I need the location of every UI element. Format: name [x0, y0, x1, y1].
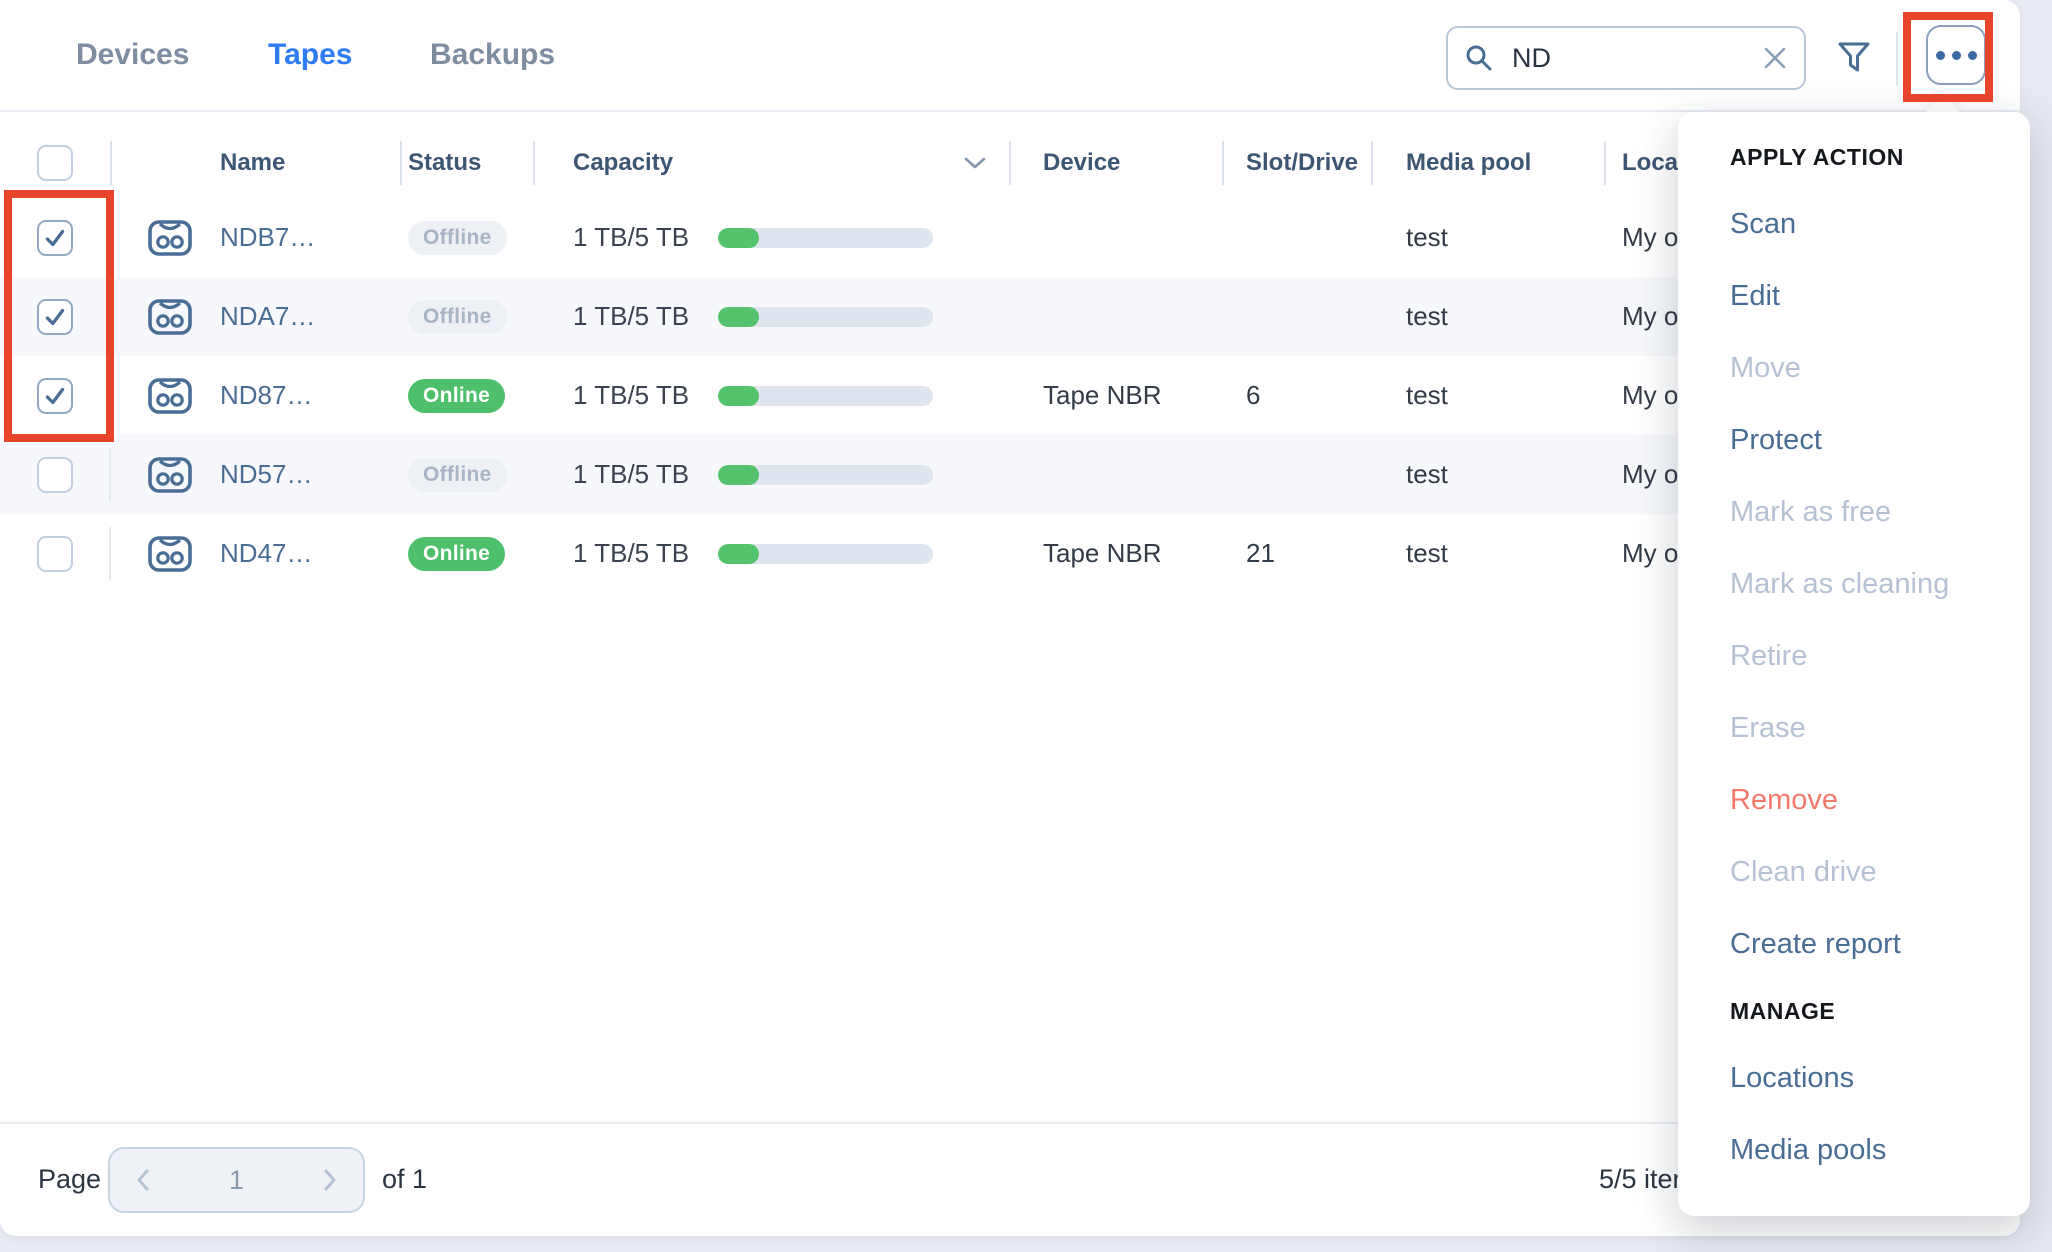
- capacity-progress-bar: [718, 385, 933, 406]
- tape-cassette-icon: [147, 534, 197, 574]
- capacity-progress-bar: [718, 227, 933, 248]
- menu-item-media-pools[interactable]: Media pools: [1730, 1133, 1887, 1166]
- menu-item-scan[interactable]: Scan: [1730, 207, 1797, 240]
- menu-item-mark-as-free: Mark as free: [1730, 495, 1892, 528]
- next-page-button[interactable]: [319, 1165, 341, 1195]
- column-header-device: Device: [1009, 128, 1222, 198]
- tape-name-link[interactable]: ND87…: [220, 380, 313, 410]
- menu-item-retire: Retire: [1730, 639, 1808, 672]
- clear-search-icon[interactable]: [1762, 45, 1788, 71]
- table-header: Name Status Capacity Device Slot/Drive M…: [0, 128, 2020, 198]
- previous-page-button[interactable]: [132, 1165, 154, 1195]
- column-header-name: Name: [110, 128, 400, 198]
- more-icon: [1935, 50, 1977, 60]
- column-header-media-pool: Media pool: [1371, 128, 1604, 198]
- table-row[interactable]: NDB7… Offline 1 TB/5 TB test My off: [0, 198, 2020, 277]
- media-pool-cell: test: [1406, 380, 1448, 410]
- toolbar-separator: [1896, 32, 1898, 86]
- menu-item-mark-as-cleaning: Mark as cleaning: [1730, 567, 1950, 600]
- tape-cassette-icon: [147, 218, 197, 258]
- media-pool-cell: test: [1406, 538, 1448, 568]
- tab-backups[interactable]: Backups: [430, 38, 556, 71]
- column-header-status: Status: [400, 128, 533, 198]
- menu-item-protect[interactable]: Protect: [1730, 423, 1822, 456]
- device-cell: [1009, 198, 1222, 277]
- slot-drive-cell: [1222, 198, 1371, 277]
- menu-item-remove[interactable]: Remove: [1730, 783, 1838, 816]
- filter-icon: [1836, 41, 1872, 75]
- row-checkbox[interactable]: [37, 456, 73, 493]
- tape-name-link[interactable]: NDA7…: [220, 301, 316, 331]
- dropdown-menu-sections: APPLY ACTION Scan Edit Move Protect Mark as f…: [1678, 126, 2030, 1186]
- capacity-text: 1 TB/5 TB: [573, 459, 690, 489]
- capacity-progress-fill: [718, 385, 759, 406]
- slot-drive-cell: 6: [1246, 380, 1261, 410]
- slot-drive-cell: [1222, 435, 1371, 514]
- tape-cassette-icon: [147, 376, 197, 416]
- device-cell: [1009, 435, 1222, 514]
- more-actions-button[interactable]: [1926, 25, 1986, 85]
- capacity-progress-fill: [718, 306, 759, 327]
- row-checkbox[interactable]: [37, 377, 73, 414]
- status-badge: Offline: [408, 457, 507, 492]
- menu-item-clean-drive: Clean drive: [1730, 855, 1877, 888]
- capacity-text: 1 TB/5 TB: [573, 301, 690, 331]
- tab-devices[interactable]: Devices: [76, 38, 190, 71]
- filter-button[interactable]: [1832, 40, 1876, 76]
- page-label: Page: [38, 1164, 102, 1194]
- menu-item-edit[interactable]: Edit: [1730, 279, 1780, 312]
- media-pool-cell: test: [1406, 222, 1448, 252]
- current-page-number: 1: [228, 1164, 245, 1195]
- tape-name-link[interactable]: ND57…: [220, 459, 313, 489]
- menu-item-create-report[interactable]: Create report: [1730, 927, 1901, 960]
- device-cell: Tape NBR: [1043, 380, 1162, 410]
- row-checkbox[interactable]: [37, 298, 73, 335]
- media-pool-cell: test: [1406, 301, 1448, 331]
- status-badge: Online: [408, 536, 506, 571]
- tape-name-link[interactable]: ND47…: [220, 538, 313, 568]
- capacity-progress-fill: [718, 227, 759, 248]
- media-pool-cell: test: [1406, 459, 1448, 489]
- sort-chevron-icon[interactable]: [963, 156, 987, 170]
- row-checkbox[interactable]: [37, 219, 73, 256]
- tape-name-link[interactable]: NDB7…: [220, 222, 316, 252]
- actions-dropdown-menu: APPLY ACTION Scan Edit Move Protect Mark as f…: [1678, 112, 2030, 1216]
- tape-cassette-icon: [147, 455, 197, 495]
- capacity-progress-fill: [718, 464, 759, 485]
- capacity-progress-bar: [718, 543, 933, 564]
- capacity-text: 1 TB/5 TB: [573, 380, 690, 410]
- menu-section-title: APPLY ACTION: [1730, 143, 1904, 170]
- menu-item-move: Move: [1730, 351, 1801, 384]
- row-checkbox[interactable]: [37, 535, 73, 572]
- column-header-slot-drive: Slot/Drive: [1222, 128, 1371, 198]
- menu-section-title: MANAGE: [1730, 997, 1836, 1024]
- capacity-progress-bar: [718, 306, 933, 327]
- search-input[interactable]: [1510, 41, 1762, 75]
- menu-item-erase: Erase: [1730, 711, 1806, 744]
- search-icon: [1464, 43, 1494, 73]
- device-cell: Tape NBR: [1043, 538, 1162, 568]
- search-box: [1446, 26, 1806, 90]
- column-header-capacity[interactable]: Capacity: [533, 128, 1009, 198]
- select-all-checkbox[interactable]: [37, 145, 73, 181]
- menu-item-locations[interactable]: Locations: [1730, 1061, 1855, 1094]
- tab-tapes[interactable]: Tapes: [268, 38, 353, 71]
- table-row[interactable]: ND87… Online 1 TB/5 TB Tape NBR 6 test M…: [0, 356, 2020, 435]
- capacity-progress-fill: [718, 543, 759, 564]
- slot-drive-cell: 21: [1246, 538, 1275, 568]
- device-cell: [1009, 277, 1222, 356]
- slot-drive-cell: [1222, 277, 1371, 356]
- page-stepper: 1: [108, 1147, 365, 1213]
- page-of-label: of 1: [382, 1164, 428, 1194]
- table-row[interactable]: ND47… Online 1 TB/5 TB Tape NBR 21 test …: [0, 514, 2020, 593]
- capacity-text: 1 TB/5 TB: [573, 538, 690, 568]
- capacity-progress-bar: [718, 464, 933, 485]
- status-badge: Offline: [408, 299, 507, 334]
- capacity-text: 1 TB/5 TB: [573, 222, 690, 252]
- status-badge: Offline: [408, 220, 507, 255]
- status-badge: Online: [408, 378, 506, 413]
- tape-cassette-icon: [147, 297, 197, 337]
- top-bar: Devices Tapes Backups: [0, 0, 2020, 112]
